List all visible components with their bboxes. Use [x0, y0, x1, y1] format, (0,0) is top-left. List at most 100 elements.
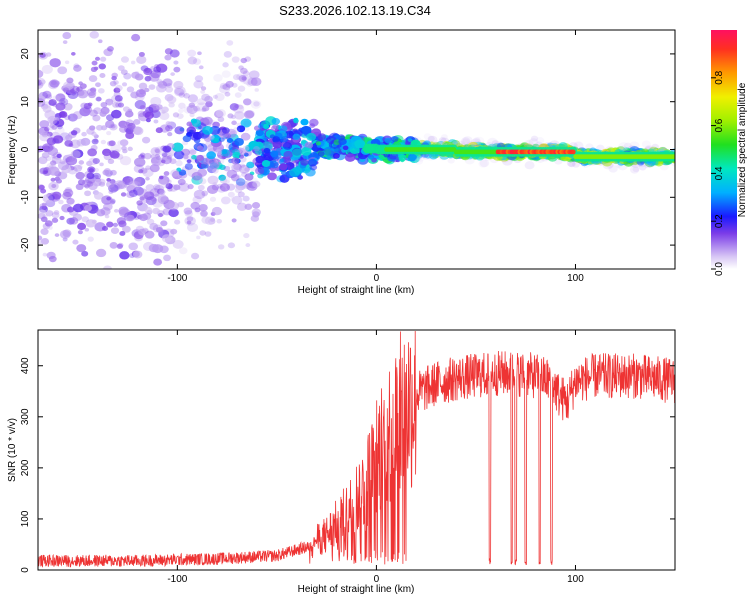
spectrogram-cell — [250, 215, 260, 222]
spectrogram-cell — [103, 202, 113, 211]
spectrogram-cell — [157, 80, 168, 89]
spectrogram-cell — [100, 101, 108, 108]
spectrogram-cell — [416, 155, 425, 162]
spectrogram-cell — [244, 150, 252, 157]
spectrogram-cell — [213, 137, 219, 142]
spectrogram-cell — [195, 155, 201, 160]
colorbar-tick-label: 0.4 — [714, 166, 725, 180]
spectrogram-cell — [38, 80, 44, 90]
spectrogram-cell — [242, 98, 252, 106]
spectrogram-cell — [162, 145, 172, 153]
spectrogram-cell — [282, 142, 293, 150]
spectrogram-cell — [644, 162, 651, 169]
spectrogram-cell — [119, 208, 131, 218]
spectrogram-cell — [317, 133, 327, 141]
spectrogram-cell — [106, 221, 114, 228]
spectrogram-cell — [106, 101, 113, 106]
spectrogram-cell — [240, 67, 248, 75]
spectrogram-cell — [125, 131, 135, 140]
spectrogram-cell — [224, 155, 231, 161]
spectrogram-cell — [99, 110, 107, 117]
spectrogram-cell — [62, 87, 70, 93]
spectrogram-cell — [338, 138, 347, 146]
spectrogram-cell — [102, 169, 110, 176]
spectrogram-cell — [172, 239, 184, 249]
spectrogram-cell — [117, 180, 128, 190]
spectrogram-heat-layer — [38, 30, 675, 269]
spectrogram-cell — [173, 150, 185, 160]
spectrogram-cell — [162, 208, 172, 216]
spectrogram-cell — [223, 165, 231, 172]
spectrogram-cell — [231, 56, 240, 63]
spectrogram-cell — [170, 228, 178, 235]
spectrogram-cell — [244, 167, 250, 172]
spectrogram-cell — [109, 123, 118, 131]
spectrogram-cell — [145, 118, 151, 123]
spectrogram-cell — [123, 212, 135, 222]
spectrogram-cell — [120, 192, 127, 197]
spectrogram-cell — [170, 72, 175, 76]
x-tick-label: 100 — [567, 574, 584, 585]
spectrogram-cell — [253, 146, 260, 152]
spectrogram-cell — [106, 180, 115, 188]
spectrogram-cell — [145, 165, 151, 170]
spectrogram-cell — [39, 203, 47, 210]
spectrogram-cell — [309, 123, 316, 129]
spectrogram-cell — [197, 51, 202, 56]
spectrogram-cell — [200, 86, 207, 91]
spectrogram-cell — [109, 242, 118, 249]
spectrogram-cell — [641, 140, 651, 148]
spectrogram-cell — [155, 83, 167, 93]
spectrogram-cell — [42, 90, 52, 99]
spectrogram-cell — [92, 178, 102, 187]
spectrogram-cell — [153, 258, 163, 266]
spectrogram-cell — [49, 160, 57, 166]
spectrogram-cell — [110, 227, 120, 234]
spectrogram-cell — [189, 112, 195, 118]
spectrogram-cell — [234, 103, 240, 108]
spectrogram-cell — [149, 222, 159, 231]
spectrogram-cell — [144, 230, 155, 239]
spectrogram-cell — [76, 138, 86, 147]
spectrogram-cell — [269, 160, 279, 169]
spectrogram-cell — [254, 88, 259, 92]
spectrogram-cell — [138, 228, 147, 236]
spectrogram-cell — [196, 154, 204, 161]
spectrogram-cell — [57, 124, 63, 130]
snr-x-label: Height of straight line (km) — [298, 584, 415, 595]
spectrogram-cell — [318, 151, 325, 157]
spectrogram-cell — [62, 31, 72, 40]
spectrogram-cell — [427, 135, 435, 142]
spectrogram-cell — [44, 220, 53, 227]
spectrogram-cell — [51, 124, 58, 130]
spectrogram-cell — [245, 243, 251, 248]
spectrogram-cell — [250, 100, 262, 109]
spectrogram-cell — [205, 141, 213, 148]
spectrogram-cell — [215, 109, 226, 118]
spectrogram-cell — [154, 149, 160, 154]
spectrogram-cell — [201, 162, 210, 169]
spectrogram-cell — [252, 180, 261, 188]
spectrogram-cell — [289, 168, 300, 177]
spectrogram-cell — [165, 183, 173, 190]
spectrogram-cell — [92, 114, 101, 122]
spectrogram-cell — [133, 126, 144, 136]
spectrogram-cell — [169, 49, 180, 58]
spectrogram-cell — [124, 183, 131, 189]
spectrogram-cell — [143, 228, 149, 234]
spectrogram-cell — [86, 127, 95, 135]
spectrogram-cell — [231, 163, 242, 172]
spectrogram-cell — [211, 184, 220, 191]
spectrogram-cell — [84, 190, 92, 197]
spectrogram-cell — [270, 167, 276, 172]
x-tick-label: 100 — [567, 273, 584, 284]
spectrogram-cell — [230, 197, 236, 201]
spectrogram-cell — [237, 104, 244, 110]
spectrogram-cell — [194, 75, 204, 82]
spectrogram-cell — [72, 203, 84, 213]
spectrogram-cell — [126, 214, 134, 221]
spectrogram-cell — [161, 234, 172, 243]
x-tick-label: 0 — [374, 273, 380, 284]
spectrogram-cell — [51, 217, 59, 223]
spectrogram-cell — [535, 137, 545, 145]
